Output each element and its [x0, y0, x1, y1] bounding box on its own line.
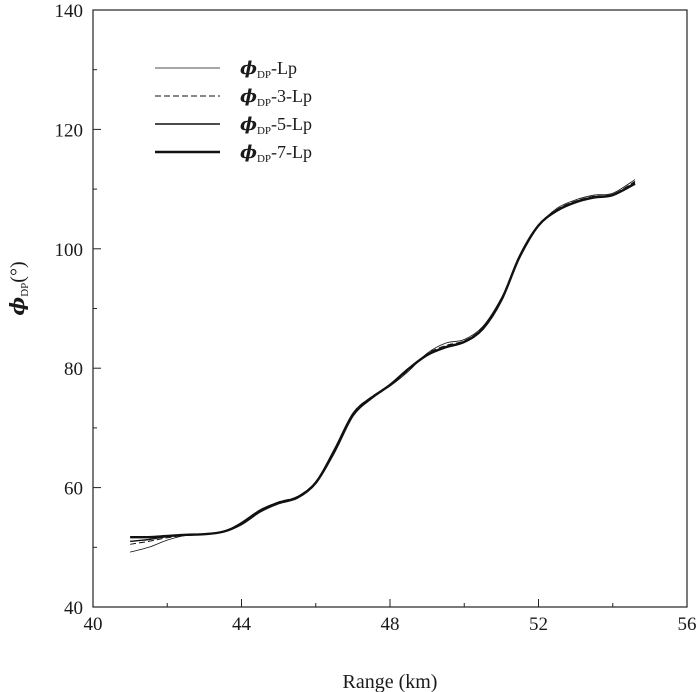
y-tick-label: 100	[55, 240, 84, 261]
y-tick-label: 120	[55, 120, 84, 141]
x-tick-label: 44	[232, 614, 252, 635]
x-tick-label: 40	[84, 614, 103, 635]
plot-border	[92, 9, 688, 608]
series-line-2	[130, 180, 636, 545]
plot-area	[92, 9, 688, 608]
series-layer	[130, 179, 636, 553]
y-axis-title: ϕDP(°)	[5, 261, 31, 315]
x-tick-label: 56	[678, 614, 697, 635]
legend-label-2: ϕDP-3-Lp	[240, 86, 312, 109]
y-tick-label: 140	[55, 1, 84, 22]
legend: ϕDP-Lp ϕDP-3-Lp ϕDP-5-Lp ϕDP-7-Lp	[155, 58, 312, 165]
y-tick-label: 80	[64, 359, 83, 380]
legend-label-1: ϕDP-Lp	[240, 58, 297, 81]
x-axis-title: Range (km)	[343, 671, 438, 692]
legend-label-4: ϕDP-7-Lp	[240, 142, 312, 165]
series-line-3	[130, 181, 636, 543]
series-line-1	[130, 179, 636, 553]
legend-label-3: ϕDP-5-Lp	[240, 114, 312, 137]
x-axis: 40 44 48 52 56	[84, 599, 697, 635]
y-axis: 40 60 80 100 120 140	[55, 1, 101, 619]
y-axis-title-text: ϕDP(°)	[5, 261, 31, 315]
x-tick-label: 52	[529, 614, 548, 635]
x-tick-label: 48	[381, 614, 400, 635]
series-line-4	[130, 182, 636, 539]
y-tick-label: 60	[64, 479, 83, 500]
y-tick-label: 40	[64, 598, 83, 619]
